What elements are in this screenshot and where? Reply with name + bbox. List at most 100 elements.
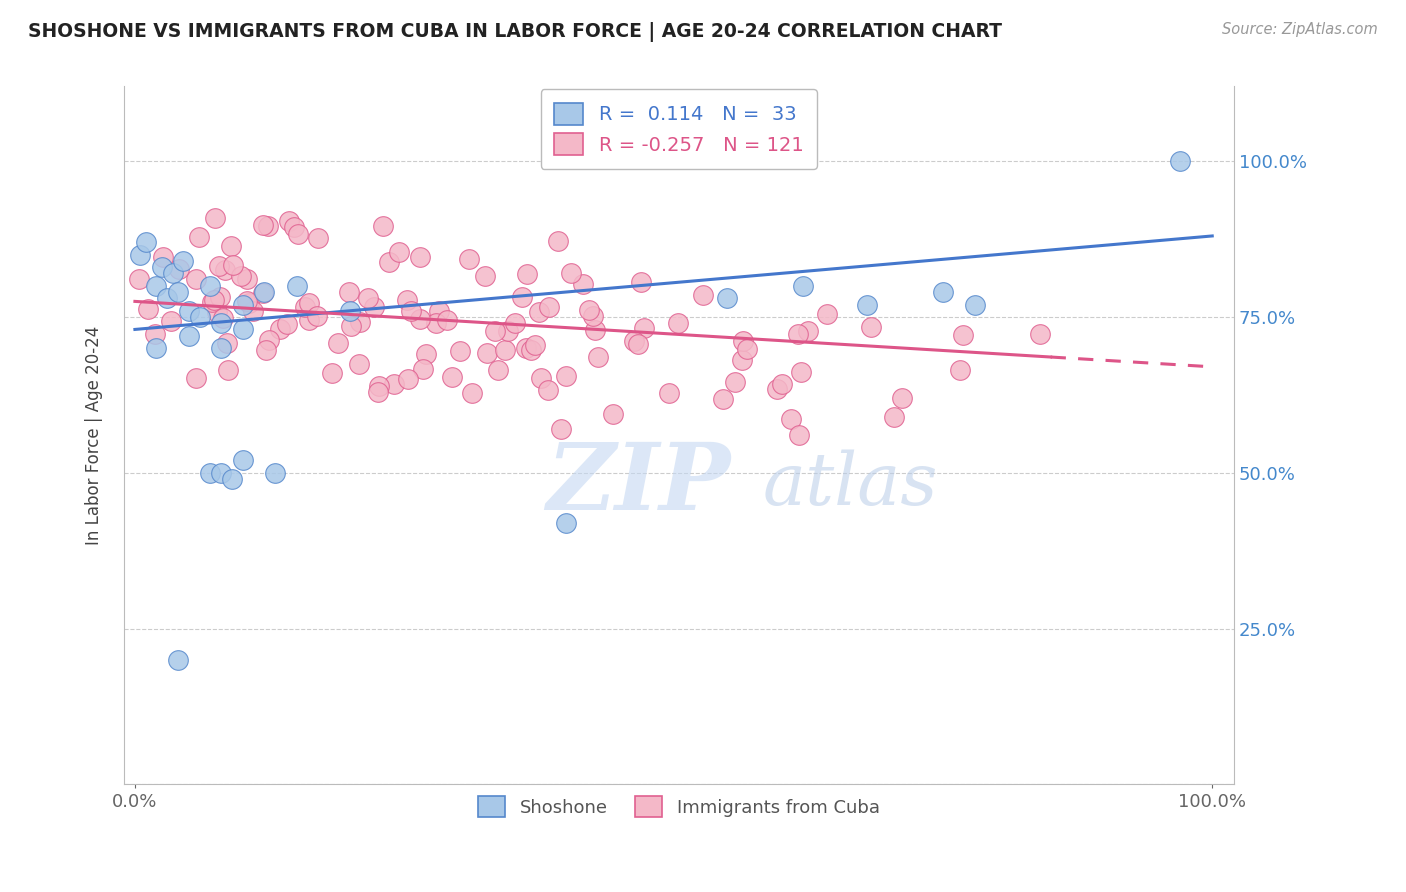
Point [520, 343, 543, 357]
Point [236, 294, 259, 309]
Point [254, 343, 277, 357]
Point [145, 341, 167, 355]
Point [790, 365, 813, 379]
Point [208, 259, 231, 273]
Point [602, 407, 624, 421]
Point [627, 337, 650, 351]
Point [337, 285, 360, 300]
Point [524, 338, 547, 352]
Point [167, 653, 190, 667]
Point [537, 383, 560, 397]
Point [252, 218, 274, 232]
Point [129, 247, 152, 261]
Point [797, 324, 820, 338]
Point [583, 323, 606, 337]
Point [486, 363, 509, 377]
Point [253, 285, 276, 299]
Point [349, 315, 371, 329]
Point [232, 297, 254, 311]
Point [409, 312, 432, 326]
Point [167, 261, 190, 276]
Point [285, 278, 308, 293]
Point [633, 321, 655, 335]
Point [1168, 154, 1191, 169]
Point [733, 334, 755, 348]
Legend: Shoshone, Immigrants from Cuba: Shoshone, Immigrants from Cuba [471, 789, 887, 824]
Point [560, 266, 582, 280]
Point [347, 358, 370, 372]
Point [177, 328, 200, 343]
Point [277, 214, 299, 228]
Point [367, 384, 389, 399]
Point [156, 291, 179, 305]
Point [150, 260, 173, 274]
Point [219, 238, 242, 252]
Point [259, 333, 281, 347]
Point [184, 371, 207, 385]
Point [177, 303, 200, 318]
Point [815, 307, 838, 321]
Point [505, 317, 527, 331]
Point [373, 219, 395, 234]
Point [787, 326, 810, 341]
Point [257, 219, 280, 233]
Point [308, 231, 330, 245]
Point [399, 304, 422, 318]
Point [200, 466, 222, 480]
Text: SHOSHONE VS IMMIGRANTS FROM CUBA IN LABOR FORCE | AGE 20-24 CORRELATION CHART: SHOSHONE VS IMMIGRANTS FROM CUBA IN LABO… [28, 22, 1002, 42]
Point [412, 362, 434, 376]
Point [550, 422, 572, 436]
Point [859, 320, 882, 334]
Text: Source: ZipAtlas.com: Source: ZipAtlas.com [1222, 22, 1378, 37]
Point [136, 301, 159, 316]
Point [202, 293, 225, 308]
Point [128, 271, 150, 285]
Point [232, 453, 254, 467]
Point [770, 376, 793, 391]
Point [582, 309, 605, 323]
Point [409, 250, 432, 264]
Point [475, 346, 498, 360]
Point [537, 300, 560, 314]
Y-axis label: In Labor Force | Age 20-24: In Labor Force | Age 20-24 [86, 326, 103, 545]
Point [735, 342, 758, 356]
Point [283, 219, 305, 234]
Point [787, 427, 810, 442]
Point [276, 317, 298, 331]
Point [209, 466, 232, 480]
Point [162, 266, 184, 280]
Point [212, 311, 235, 326]
Point [340, 318, 363, 333]
Point [554, 516, 576, 530]
Point [780, 412, 803, 426]
Point [201, 295, 224, 310]
Point [510, 290, 533, 304]
Point [356, 291, 378, 305]
Point [630, 276, 652, 290]
Point [363, 301, 385, 315]
Point [152, 250, 174, 264]
Point [494, 343, 516, 358]
Point [339, 303, 361, 318]
Text: atlas: atlas [762, 449, 938, 519]
Point [231, 268, 253, 283]
Point [484, 325, 506, 339]
Point [516, 267, 538, 281]
Point [221, 472, 243, 486]
Point [214, 263, 236, 277]
Point [547, 234, 569, 248]
Point [883, 409, 905, 424]
Point [135, 235, 157, 250]
Point [204, 211, 226, 225]
Point [441, 370, 464, 384]
Point [305, 309, 328, 323]
Point [217, 363, 239, 377]
Point [474, 268, 496, 283]
Point [731, 352, 754, 367]
Point [145, 278, 167, 293]
Text: ZIP: ZIP [546, 439, 730, 529]
Point [184, 271, 207, 285]
Point [716, 291, 738, 305]
Point [461, 386, 484, 401]
Point [711, 392, 734, 406]
